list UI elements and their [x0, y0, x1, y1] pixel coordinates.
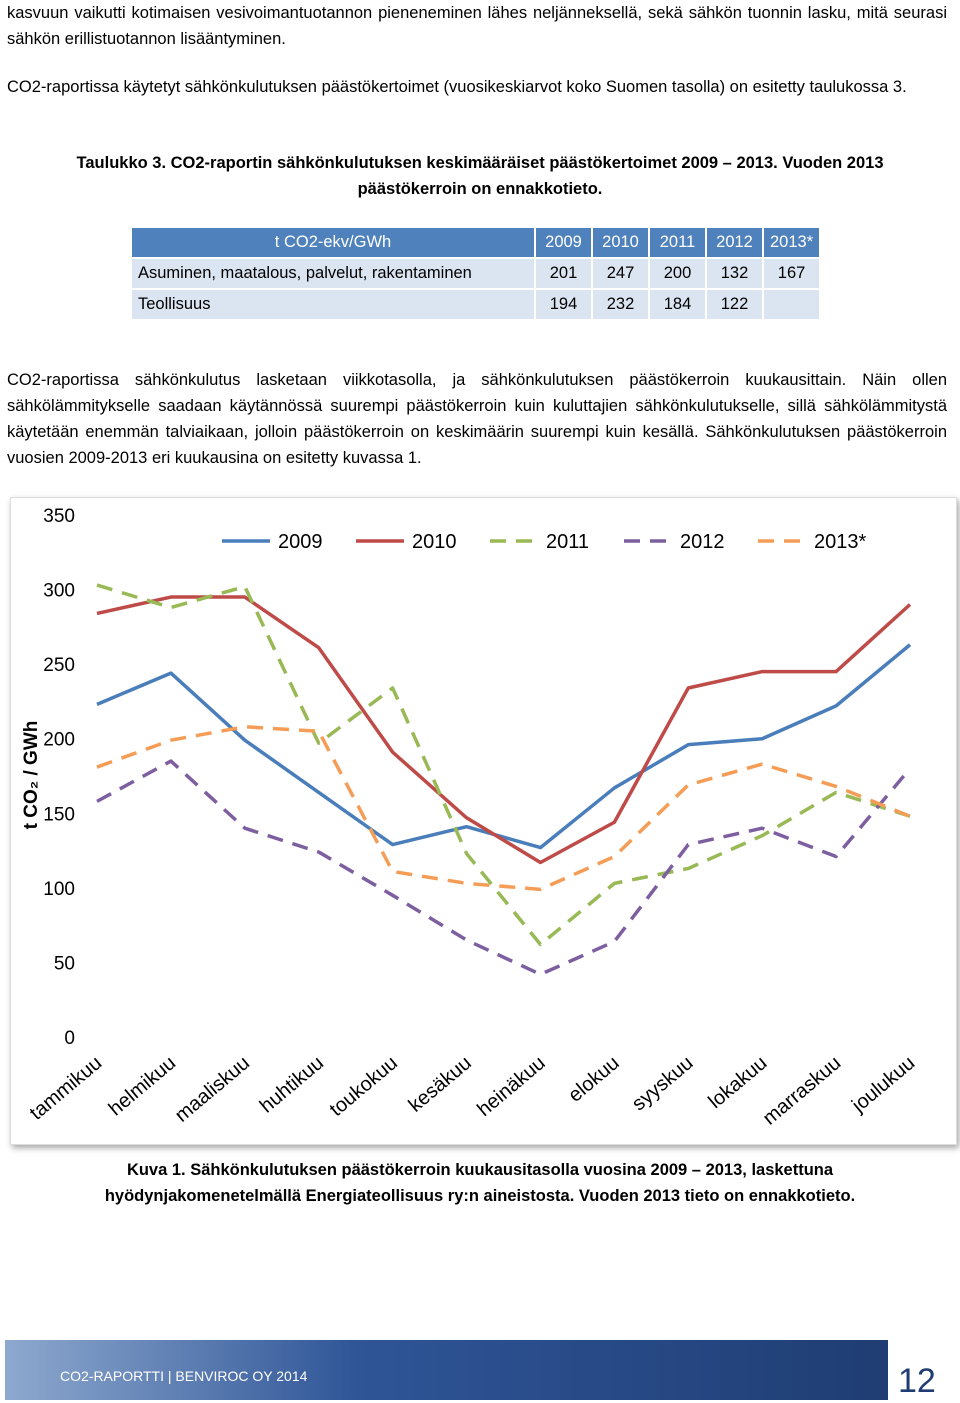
x-tick-label: lokakuu — [704, 1052, 771, 1113]
y-tick-label: 200 — [43, 730, 75, 751]
table-cell — [761, 288, 822, 321]
table-row: t CO2-ekv/GWh 2009 2010 2011 2012 2013* — [130, 226, 822, 259]
x-tick-label: helmikuu — [105, 1052, 180, 1120]
chart: 0 50 100 150 200 250 300 350 t CO₂ / GWh tammikuu… — [21, 506, 919, 1130]
x-tick-label: elokuu — [564, 1052, 623, 1107]
y-tick-label: 300 — [43, 581, 75, 602]
y-tick-label: 100 — [43, 879, 75, 900]
x-tick-label: huhtikuu — [256, 1052, 328, 1117]
legend-label: 2009 — [278, 531, 323, 553]
y-axis-label: t CO₂ / GWh — [21, 721, 42, 830]
table-cell: 2010 — [591, 226, 650, 259]
figure-caption: Kuva 1. Sähkönkulutuksen päästökerroin k… — [104, 1161, 856, 1205]
x-tick-label: heinäkuu — [473, 1052, 549, 1121]
line-series — [96, 583, 911, 947]
x-tick-label: syyskuu — [628, 1052, 697, 1115]
table-cell: 201 — [534, 257, 593, 290]
line-series — [96, 759, 912, 977]
table-cell: 132 — [705, 257, 764, 290]
x-tick-label: maaliskuu — [171, 1052, 254, 1127]
table-cell: 122 — [705, 288, 764, 321]
table-cell: Teollisuus — [130, 288, 536, 321]
line-series — [96, 595, 912, 865]
paragraph: CO2-raportissa käytetyt sähkönkulutuksen… — [7, 78, 907, 96]
y-tick-label: 0 — [64, 1028, 75, 1049]
table-cell: 2011 — [648, 226, 707, 259]
table-cell: 167 — [761, 257, 822, 290]
y-tick-label: 50 — [54, 953, 75, 974]
table-cell: 2009 — [534, 226, 593, 259]
table-row: Teollisuus 194 232 184 122 — [130, 288, 822, 321]
table-caption: Taulukko 3. CO2-raportin sähkönkulutukse… — [76, 154, 884, 198]
table-cell: 2012 — [705, 226, 764, 259]
table-cell: 194 — [534, 288, 593, 321]
table-row: Asuminen, maatalous, palvelut, rakentami… — [130, 257, 822, 290]
table-cell: 232 — [591, 288, 650, 321]
x-tick-label: marraskuu — [759, 1052, 846, 1130]
table-cell: 184 — [648, 288, 707, 321]
table-cell: t CO2-ekv/GWh — [130, 226, 536, 259]
footer-band — [5, 1340, 888, 1400]
x-tick-label: joulukuu — [847, 1052, 919, 1117]
x-tick-label: toukokuu — [326, 1052, 402, 1121]
y-tick-label: 250 — [43, 655, 75, 676]
y-tick-label: 150 — [43, 804, 75, 825]
chart-frame — [10, 497, 957, 1145]
table-cell: 247 — [591, 257, 650, 290]
table-cell: 200 — [648, 257, 707, 290]
line-series — [96, 643, 912, 850]
table-cell: 2013* — [761, 226, 822, 259]
legend-label: 2012 — [680, 531, 725, 553]
page-number: 12 — [898, 1362, 936, 1400]
x-tick-label: tammikuu — [26, 1052, 107, 1125]
legend-label: 2013* — [814, 531, 866, 553]
line-series — [96, 725, 911, 892]
paragraph: kasvuun vaikutti kotimaisen vesivoimantu… — [7, 4, 947, 48]
table: t CO2-ekv/GWh 2009 2010 2011 2012 2013* Asumin… — [130, 226, 822, 321]
legend-label: 2011 — [546, 531, 589, 553]
paragraph: CO2-raportissa sähkönkulutus lasketaan v… — [7, 371, 947, 467]
table-cell: Asuminen, maatalous, palvelut, rakentami… — [130, 257, 536, 290]
y-tick-label: 350 — [43, 506, 75, 527]
x-tick-label: kesäkuu — [405, 1052, 476, 1117]
legend-label: 2010 — [412, 531, 457, 553]
footer-text: CO2-RAPORTTI | BENVIROC OY 2014 — [60, 1368, 308, 1384]
